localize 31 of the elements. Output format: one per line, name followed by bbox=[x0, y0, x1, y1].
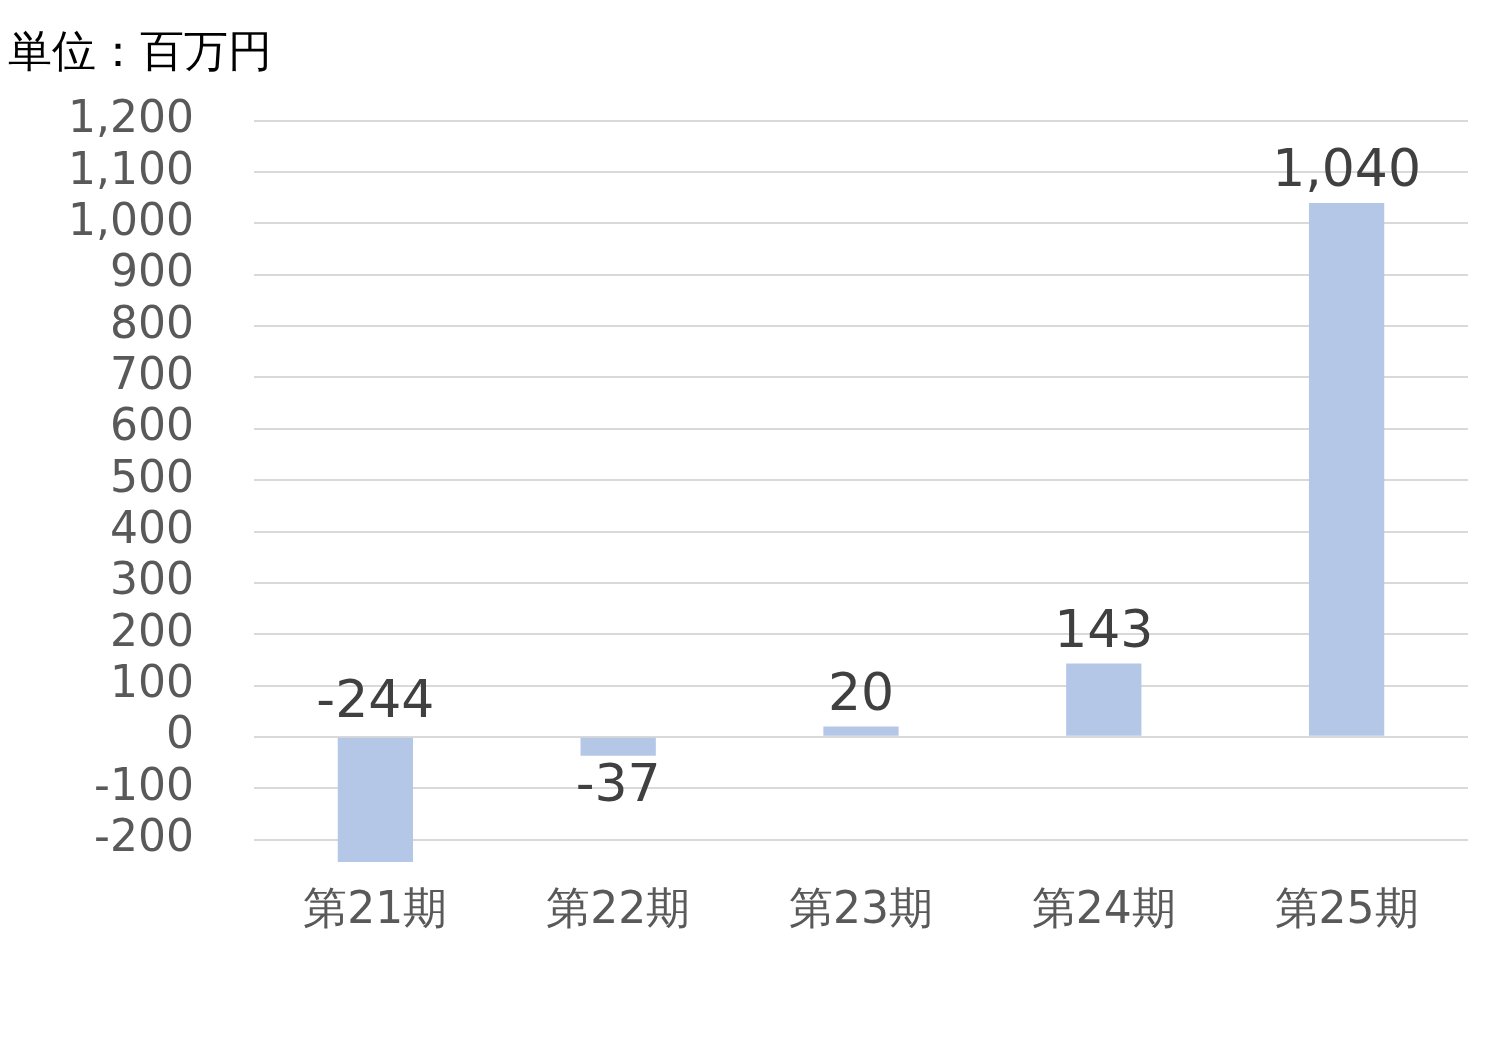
y-tick-label: 0 bbox=[165, 707, 194, 759]
x-tick-label: 第23期 bbox=[788, 882, 933, 934]
x-tick-label: 第22期 bbox=[546, 882, 691, 934]
y-tick-label: 300 bbox=[109, 553, 194, 605]
y-tick-label: 1,100 bbox=[67, 142, 194, 194]
y-tick-label: 800 bbox=[109, 296, 194, 348]
y-tick-label: 500 bbox=[109, 450, 194, 502]
chart-title: 単位：百万円 bbox=[8, 24, 272, 76]
data-label: 1,040 bbox=[1272, 138, 1422, 199]
y-tick-label: 1,000 bbox=[67, 193, 194, 245]
y-tick-label: 700 bbox=[109, 347, 194, 399]
y-tick-label: 1,200 bbox=[67, 91, 194, 143]
bar bbox=[580, 737, 656, 756]
x-tick-label: 第24期 bbox=[1031, 882, 1176, 934]
data-label: -37 bbox=[575, 753, 661, 814]
x-tick-label: 第25期 bbox=[1274, 882, 1419, 934]
x-tick-label: 第21期 bbox=[303, 882, 448, 934]
y-tick-label: 100 bbox=[109, 655, 194, 707]
y-tick-label: 600 bbox=[109, 399, 194, 451]
bar bbox=[1066, 663, 1142, 736]
y-tick-label: 200 bbox=[109, 604, 194, 656]
bar bbox=[337, 737, 413, 863]
y-tick-label: 900 bbox=[109, 245, 194, 297]
data-label: -244 bbox=[316, 669, 435, 730]
bar bbox=[1308, 202, 1385, 736]
bar bbox=[823, 726, 899, 736]
y-tick-label: -100 bbox=[94, 758, 194, 810]
y-tick-label: -200 bbox=[94, 809, 194, 861]
y-tick-label: 400 bbox=[109, 501, 194, 553]
data-label: 20 bbox=[827, 662, 895, 723]
data-label: 143 bbox=[1054, 598, 1154, 659]
